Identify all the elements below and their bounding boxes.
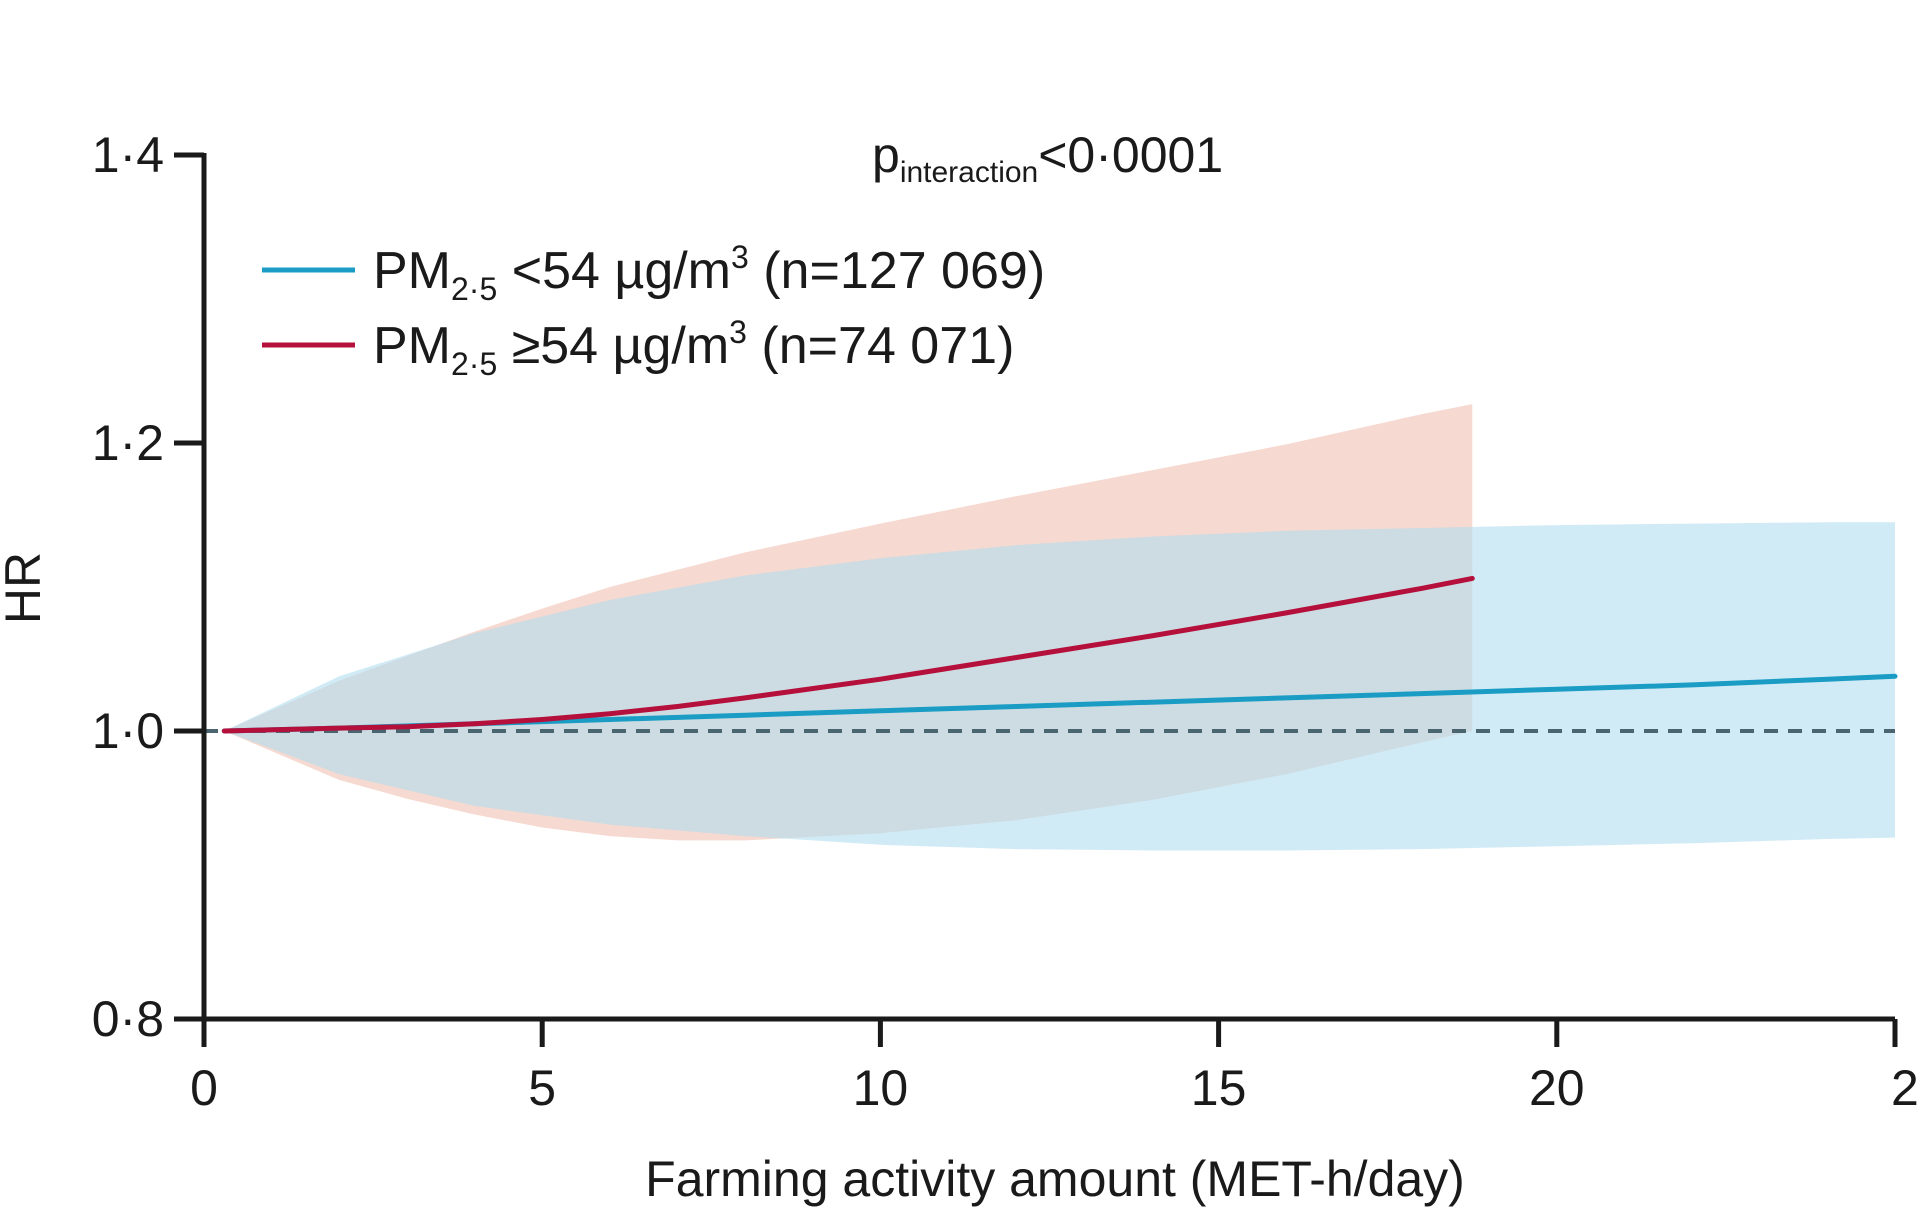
legend-low-mid: <54 µg/m xyxy=(497,242,731,300)
legend-high-mid: ≥54 µg/m xyxy=(497,317,729,375)
x-tick-label: 25 xyxy=(1891,1060,1920,1116)
legend-high-sup: 3 xyxy=(729,314,747,350)
legend-high-prefix: PM xyxy=(373,317,451,375)
legend: PM2·5 <54 µg/m3 (n=127 069) PM2·5 ≥54 µg… xyxy=(262,239,1045,382)
y-tick-label: 1·4 xyxy=(92,127,164,183)
y-tick-label: 1·0 xyxy=(92,703,164,759)
p-interaction-main: p xyxy=(872,127,900,183)
p-interaction-value: <0·0001 xyxy=(1038,127,1223,183)
legend-label-high-pm: PM2·5 ≥54 µg/m3 (n=74 071) xyxy=(373,314,1014,382)
p-interaction-subscript: interaction xyxy=(900,156,1038,189)
legend-high-sub: 2·5 xyxy=(451,346,497,382)
legend-low-sup: 3 xyxy=(731,239,749,275)
series-lines xyxy=(221,575,1898,734)
x-tick-label: 5 xyxy=(528,1060,556,1116)
legend-high-suffix: (n=74 071) xyxy=(747,317,1014,375)
y-tick-label: 1·2 xyxy=(92,415,164,471)
axes: 0·8 1·0 1·2 1·4 0 5 10 15 20 25 xyxy=(92,127,1920,1116)
ci-band-0 xyxy=(224,522,1895,851)
legend-low-suffix: (n=127 069) xyxy=(749,242,1045,300)
x-tick-label: 10 xyxy=(853,1060,909,1116)
p-interaction-annotation: pinteraction<0·0001 xyxy=(872,127,1223,189)
y-tick-label: 0·8 xyxy=(92,991,164,1047)
y-ticks: 0·8 1·0 1·2 1·4 xyxy=(92,127,204,1047)
x-ticks: 0 5 10 15 20 25 xyxy=(190,1019,1920,1116)
x-tick-label: 20 xyxy=(1529,1060,1585,1116)
confidence-bands xyxy=(224,404,1895,851)
y-axis-title: HR xyxy=(0,552,51,624)
legend-label-low-pm: PM2·5 <54 µg/m3 (n=127 069) xyxy=(373,239,1045,307)
x-axis-title: Farming activity amount (MET-h/day) xyxy=(645,1151,1465,1207)
x-tick-label: 0 xyxy=(190,1060,218,1116)
x-tick-label: 15 xyxy=(1191,1060,1247,1116)
legend-low-prefix: PM xyxy=(373,242,451,300)
series-line-1 xyxy=(221,575,1475,734)
legend-low-sub: 2·5 xyxy=(451,271,497,307)
